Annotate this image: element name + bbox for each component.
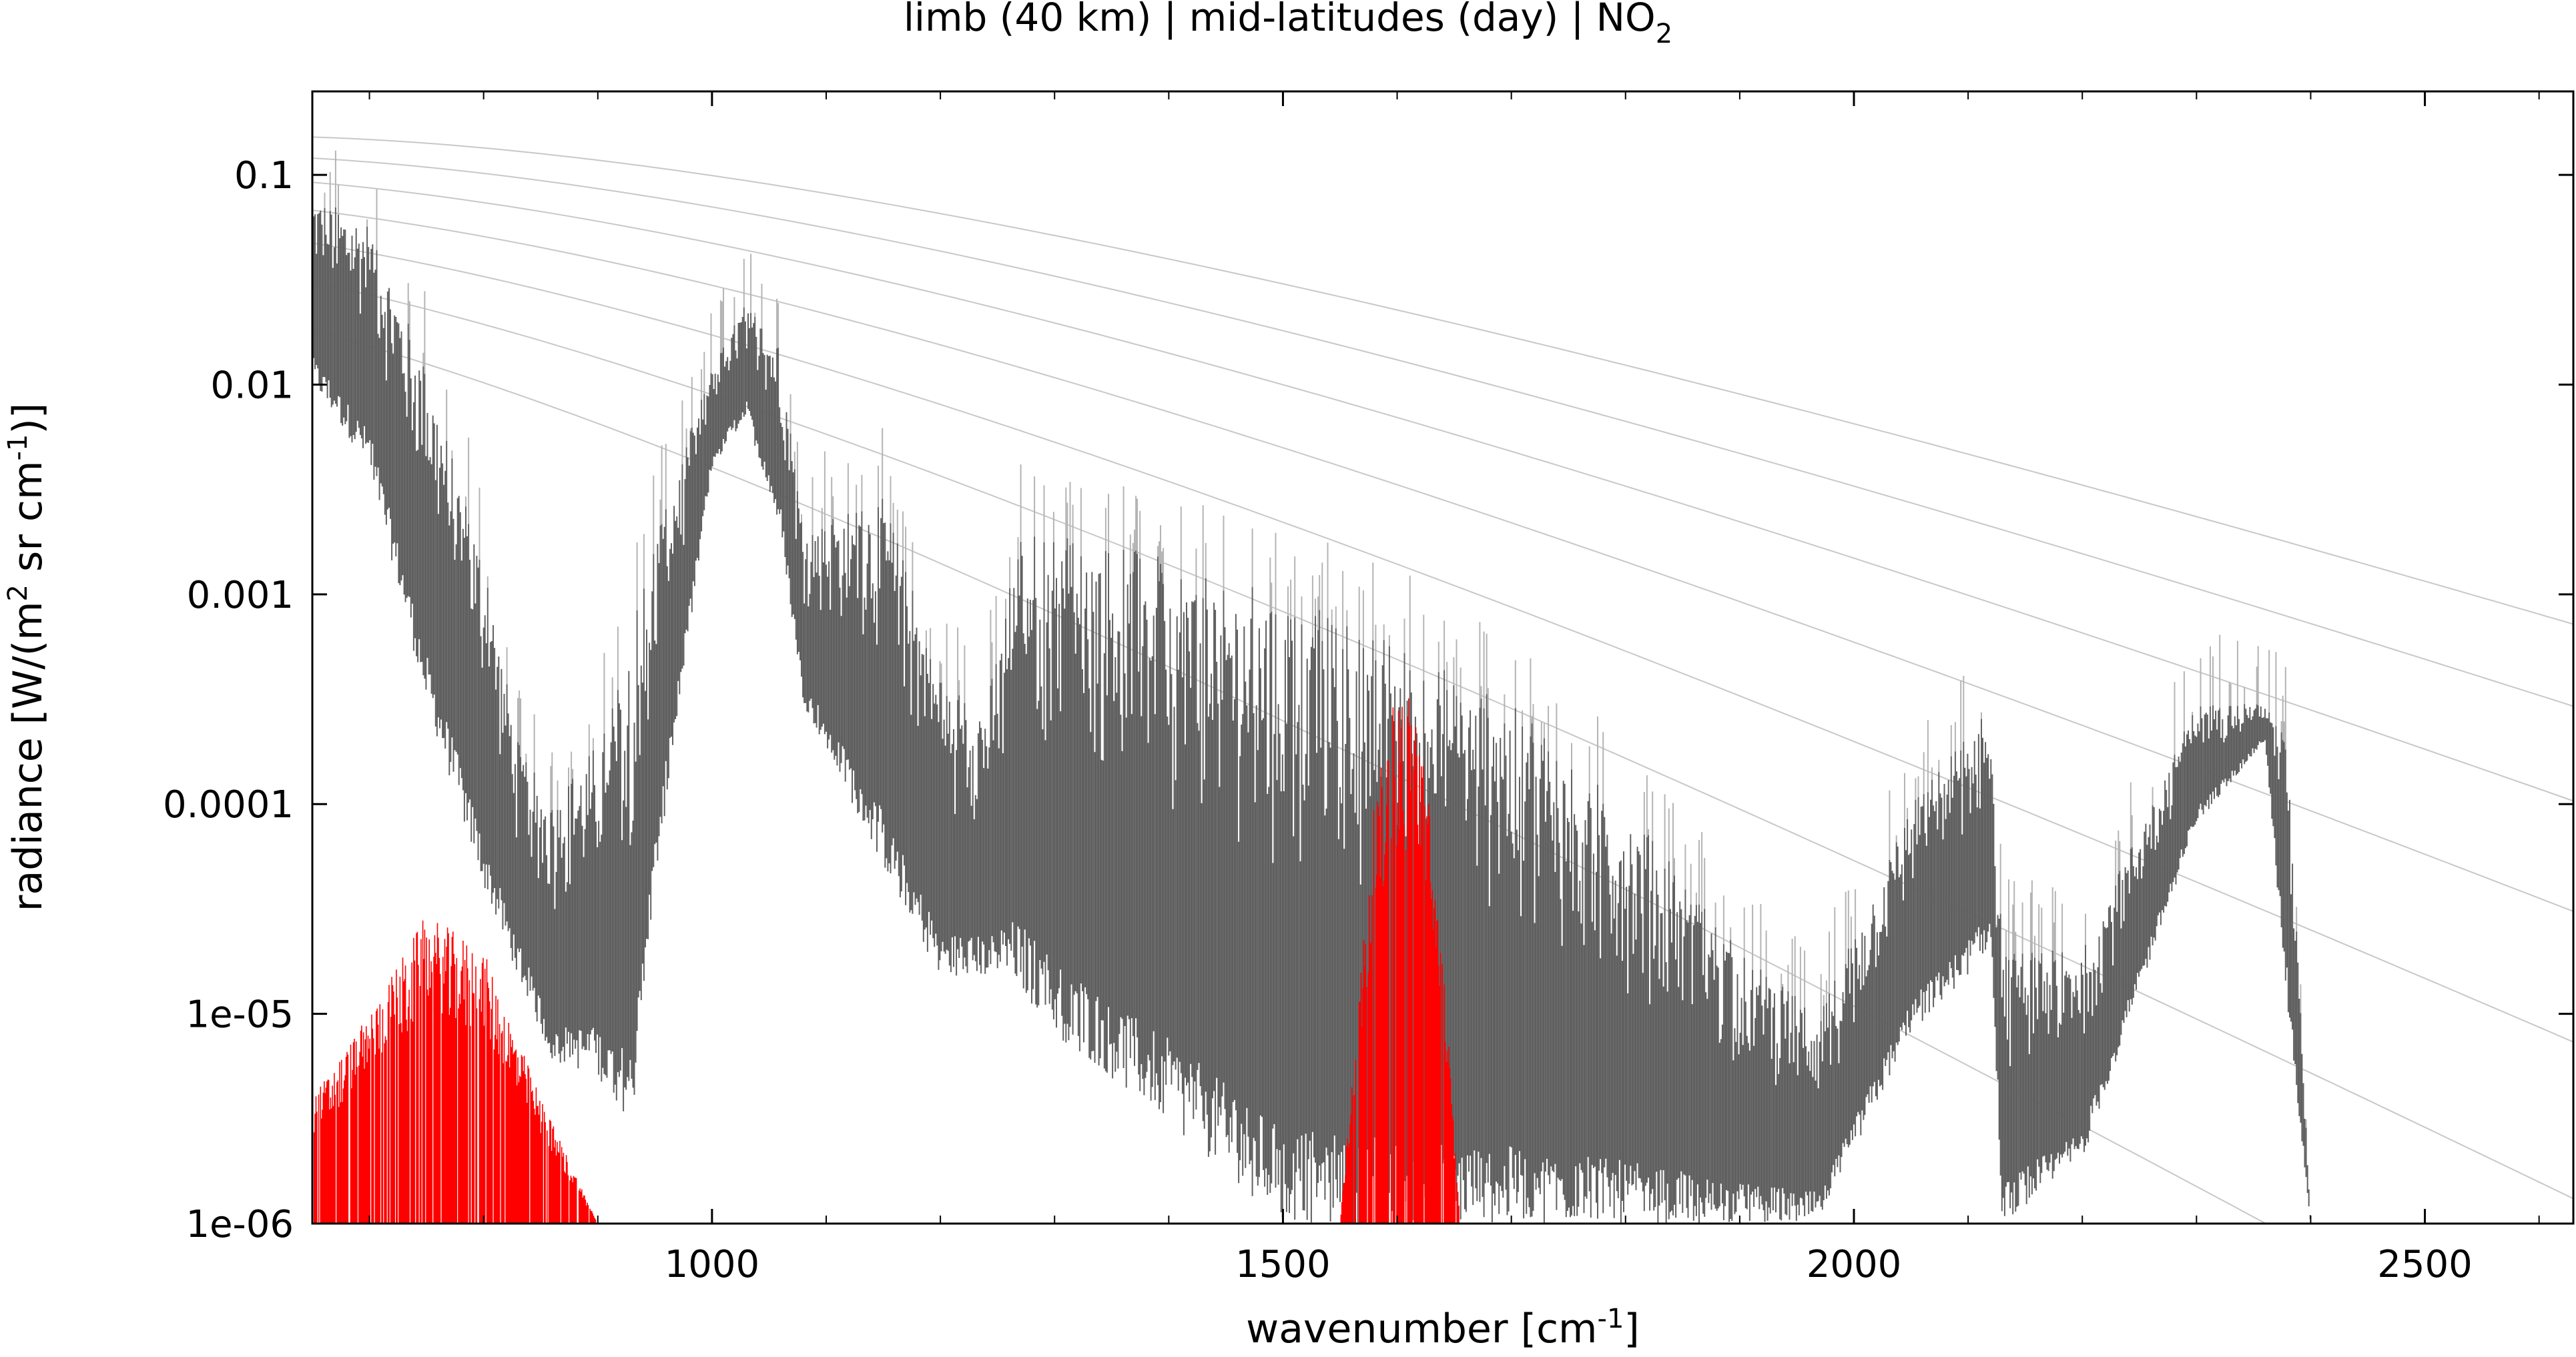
spectrum-no2-line xyxy=(312,698,1460,1224)
y-tick-label: 1e-06 xyxy=(186,1203,294,1246)
y-tick-label: 0.01 xyxy=(210,364,294,407)
planck-curve xyxy=(312,242,2573,1043)
x-tick-label: 2000 xyxy=(1807,1243,1902,1286)
axis-ticks xyxy=(312,91,2573,1225)
chart-title: limb (40 km) | mid-latitudes (day) | NO2 xyxy=(904,0,1672,49)
x-tick-label: 1000 xyxy=(665,1243,760,1286)
y-axis-title-end: )] xyxy=(5,403,51,434)
x-tick-label: 1500 xyxy=(1235,1243,1331,1286)
spectrum-total-line xyxy=(312,207,2311,1224)
y-axis-title-sup1: 2 xyxy=(3,584,33,601)
planck-curves xyxy=(312,136,2573,1224)
planck-curve xyxy=(312,181,2573,802)
x-axis-title-end: ] xyxy=(1624,1306,1639,1352)
plot-frame xyxy=(311,90,2575,1225)
y-tick-label: 0.1 xyxy=(234,154,294,197)
x-axis-title-sup: -1 xyxy=(1598,1304,1624,1334)
spectrum-spikes xyxy=(324,150,2307,1128)
y-axis-title: radiance [W/(m2 sr cm-1)] xyxy=(3,403,51,911)
x-axis-title: wavenumber [cm-1] xyxy=(1246,1304,1640,1352)
planck-curve xyxy=(312,136,2573,625)
y-axis-title-mid: sr cm xyxy=(5,460,51,584)
planck-curve xyxy=(312,157,2573,707)
spectrum-series xyxy=(312,150,2311,1224)
y-tick-label: 0.0001 xyxy=(163,783,294,827)
y-tick-label: 0.001 xyxy=(187,574,294,617)
y-tick-labels: 0.1 0.01 0.001 0.0001 1e-05 1e-06 xyxy=(163,154,294,1246)
x-tick-label: 2500 xyxy=(2377,1243,2473,1286)
x-tick-labels: 1000 1500 2000 2500 xyxy=(665,1243,2473,1286)
y-axis-title-sup2: -1 xyxy=(3,434,33,461)
planck-curve xyxy=(312,282,2573,1200)
title-subscript: 2 xyxy=(1656,19,1672,49)
y-tick-label: 1e-05 xyxy=(186,993,294,1037)
